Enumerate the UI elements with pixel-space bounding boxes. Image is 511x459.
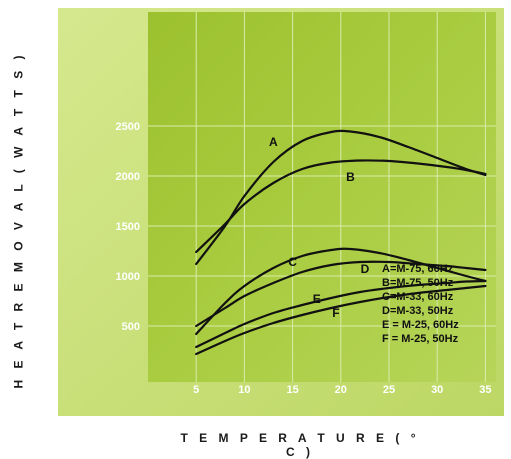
x-tick-label: 20 xyxy=(335,384,347,396)
series-line-e xyxy=(195,279,487,349)
grid-lines xyxy=(148,12,496,382)
curve-label-c: C xyxy=(288,255,297,269)
legend-entry-c: C=M-33, 60Hz xyxy=(382,291,454,303)
curve-labels: A B C D EF xyxy=(269,135,370,320)
legend-entry-a: A=M-75, 60Hz xyxy=(382,263,454,275)
x-tick-label: 35 xyxy=(479,384,491,396)
x-axis-label: T E M P E R A T U R E ( ° C ) xyxy=(180,431,420,459)
legend-entry-d: D=M-33, 50Hz xyxy=(382,305,454,317)
curve-label-d: D xyxy=(361,262,370,276)
x-tick-label: 30 xyxy=(431,384,443,396)
series-line-c xyxy=(195,247,487,336)
series-line-b xyxy=(195,159,487,254)
y-axis-label: H E A T R E M O V A L ( W A T T S ) xyxy=(7,40,31,400)
legend-entry-f: F = M-25, 50Hz xyxy=(382,333,459,345)
series-line-d xyxy=(195,260,487,328)
series-line-f xyxy=(195,284,487,356)
y-tick-label: 2000 xyxy=(116,171,140,183)
curve-label-e: E xyxy=(313,292,321,306)
curve-label-a: A xyxy=(269,135,278,149)
legend-entry-b: B=M-75, 50Hz xyxy=(382,277,454,289)
y-tick-label: 1000 xyxy=(116,271,140,283)
y-tick-label: 1500 xyxy=(116,221,140,233)
legend-entry-e: E = M-25, 60Hz xyxy=(382,319,459,331)
x-tick-label: 15 xyxy=(286,384,298,396)
x-tick-label: 5 xyxy=(193,384,199,396)
x-tick-label: 10 xyxy=(238,384,250,396)
y-tick-label: 500 xyxy=(122,321,140,333)
tick-labels: 5 10 15 20 25 30 35 500 1000 1500 2000 2500 xyxy=(116,121,492,396)
curve-label-f: F xyxy=(332,306,339,320)
y-tick-label: 2500 xyxy=(116,121,140,133)
curve-label-b: B xyxy=(346,170,355,184)
x-tick-label: 25 xyxy=(383,384,395,396)
series-lines xyxy=(195,129,487,356)
series-line-a xyxy=(195,129,487,266)
legend: A=M-75, 60Hz B=M-75, 50Hz C=M-33, 60Hz D… xyxy=(382,262,459,346)
y-axis-label-text: H E A T R E M O V A L ( W A T T S ) xyxy=(12,51,27,389)
